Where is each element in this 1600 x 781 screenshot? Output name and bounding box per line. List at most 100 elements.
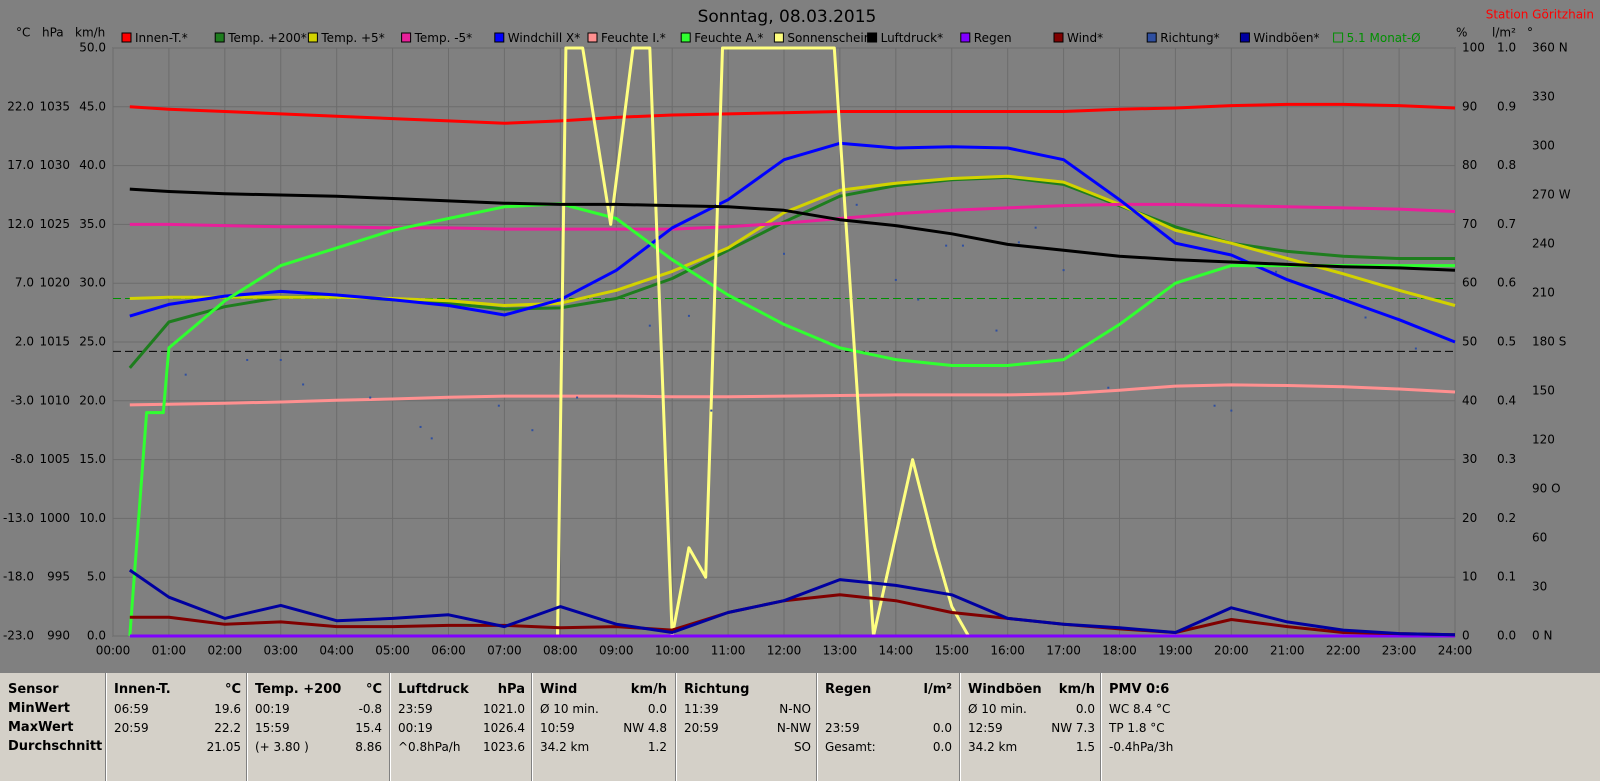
legend-label: Sonnenschein [787, 31, 871, 45]
x-tick-label: 20:00 [1214, 644, 1249, 658]
cell-value: 0.0 [1075, 702, 1095, 716]
series-line [129, 46, 1455, 638]
y-tick-label: 50 [1462, 335, 1477, 349]
y-tick-label: 0.5 [1497, 335, 1516, 349]
x-tick-label: 23:00 [1382, 644, 1417, 658]
y-tick-label: 150 [1532, 384, 1555, 398]
column-separator [390, 673, 391, 781]
legend-label: Temp. +200* [227, 31, 307, 45]
y-tick-label: 10 [1462, 570, 1477, 584]
legend-swatch [773, 32, 784, 43]
marks [113, 46, 1456, 638]
legend-label: Temp. +5* [320, 31, 384, 45]
cell-text: Ø 10 min. [968, 702, 1027, 716]
legend-swatch [1333, 32, 1344, 43]
direction-dot [961, 244, 964, 247]
cell-text: 00:19 [398, 721, 433, 735]
direction-dot [648, 324, 651, 327]
cell-text: 12:59 [968, 721, 1003, 735]
axis-unit: °C [16, 26, 30, 40]
legend-swatch [121, 32, 132, 43]
y-tick-label: 90 [1462, 99, 1477, 113]
legend-label: Wind* [1067, 31, 1103, 45]
x-tick-label: 10:00 [655, 644, 690, 658]
cell-value: N-NW [776, 721, 811, 735]
direction-dot [369, 396, 372, 399]
series-line [129, 202, 1456, 231]
direction-dot [184, 373, 187, 376]
direction-dot [1364, 316, 1367, 319]
direction-dot [1230, 409, 1233, 412]
cell-text: 11:39 [684, 702, 719, 716]
cell-text: 34.2 km [540, 740, 590, 754]
legend-swatch [307, 32, 318, 43]
y-tick-label: 0.6 [1497, 276, 1516, 290]
column-separator [532, 673, 533, 781]
cell-text: 23:59 [825, 721, 860, 735]
direction-dot [1275, 270, 1278, 273]
y-tick-label: 0.0 [87, 629, 106, 643]
x-tick-label: 22:00 [1326, 644, 1361, 658]
direction-dot [1017, 241, 1020, 244]
y-tick-label: 1010 [39, 393, 70, 407]
cell-value: NW 4.8 [623, 721, 667, 735]
y-tick-label: 40.0 [79, 158, 106, 172]
cell-text: MaxWert [8, 720, 74, 735]
legend-swatch [494, 32, 505, 43]
y-tick-label: 990 [47, 629, 70, 643]
direction-dot [279, 358, 282, 361]
axis-unit: l/m² [1492, 26, 1516, 40]
series-line [129, 102, 1456, 125]
cell-value: km/h [1058, 682, 1095, 697]
direction-dot [894, 278, 897, 281]
cell-text: Wind [540, 682, 578, 697]
direction-dot [783, 252, 785, 255]
cell-text: Richtung [684, 682, 750, 697]
y-tick-label: 15.0 [79, 452, 106, 466]
cell-text: (+ 3.80 ) [255, 740, 309, 754]
y-tick-label: -13.0 [3, 511, 34, 525]
cell-text: 20:59 [114, 721, 149, 735]
cell-value: hPa [497, 682, 525, 697]
y-tick-label: 360 N [1532, 41, 1568, 55]
direction-dot [710, 409, 713, 412]
cell-text: MinWert [8, 701, 70, 716]
cell-text: 15:59 [255, 721, 290, 735]
cell-value: l/m² [923, 682, 952, 697]
y-tick-label: 45.0 [79, 99, 106, 113]
cell-text: PMV 0:6 [1109, 682, 1170, 697]
cell-value: 1023.6 [483, 740, 525, 754]
y-tick-label: 20.0 [79, 393, 106, 407]
cell-value: 21.05 [206, 740, 241, 754]
axis-unit: ° [1527, 26, 1533, 40]
y-tick-label: 1005 [39, 452, 70, 466]
cell-text: 34.2 km [968, 740, 1018, 754]
legend-swatch [867, 32, 878, 43]
cell-text: 23:59 [398, 702, 433, 716]
column-separator [817, 673, 818, 781]
cell-value: N-NO [779, 702, 811, 716]
x-tick-label: 02:00 [208, 644, 243, 658]
legend-label: Windböen* [1253, 31, 1319, 45]
y-tick-label: 0.2 [1497, 511, 1516, 525]
y-tick-label: 20 [1462, 511, 1477, 525]
legend-swatch [680, 32, 691, 43]
series-line [129, 174, 1456, 307]
cell-value: 8.86 [355, 740, 382, 754]
cell-text: Durchschnitt [8, 739, 103, 754]
legend-label: Temp. -5* [414, 31, 473, 45]
direction-dot [531, 429, 534, 432]
x-tick-label: 15:00 [934, 644, 969, 658]
direction-dot [246, 358, 249, 361]
y-tick-label: 25.0 [79, 335, 106, 349]
y-tick-label: 10.0 [79, 511, 106, 525]
direction-dot [917, 298, 920, 301]
y-tick-label: 0.8 [1497, 158, 1516, 172]
y-tick-label: 5.0 [87, 570, 106, 584]
direction-dot [687, 314, 690, 317]
cell-text: ^0.8hPa/h [398, 740, 461, 754]
direction-dot [419, 425, 422, 428]
x-tick-label: 24:00 [1438, 644, 1473, 658]
direction-dot [430, 437, 433, 440]
axis-unit: % [1456, 26, 1467, 40]
